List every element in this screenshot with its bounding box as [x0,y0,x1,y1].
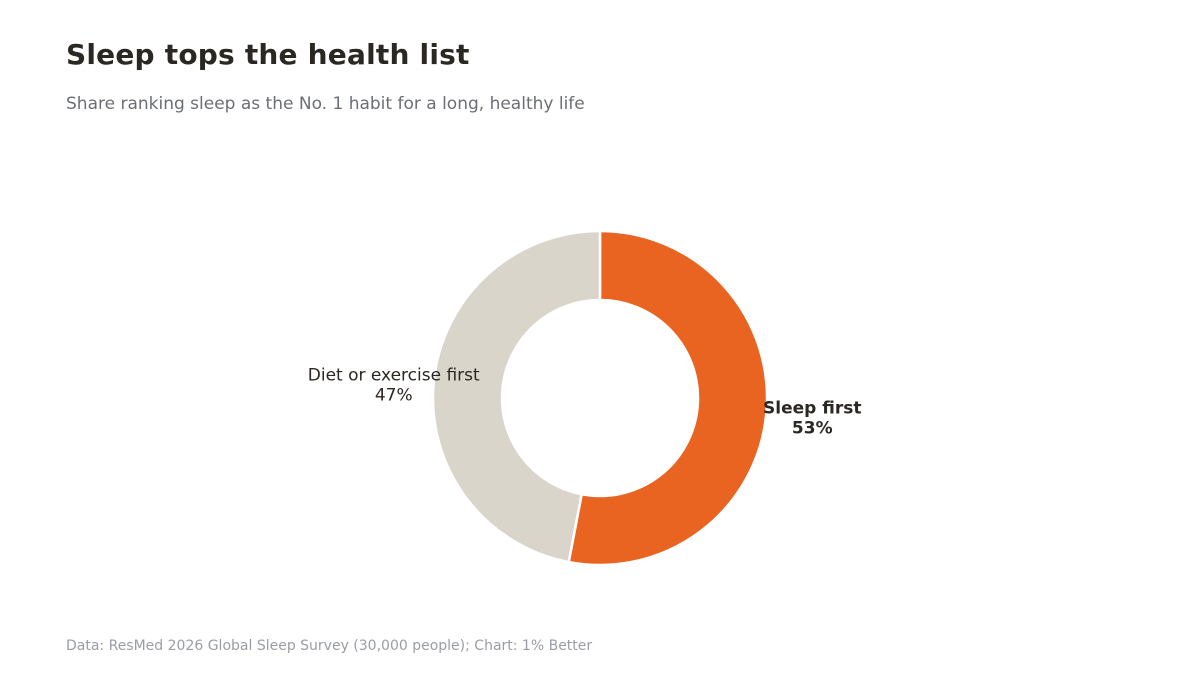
donut-slices [431,229,769,567]
slice-label-value: 47% [375,385,413,405]
donut-slice-sleep-first [567,229,769,567]
chart-title: Sleep tops the health list [66,38,470,71]
chart-subtitle: Share ranking sleep as the No. 1 habit f… [66,94,585,114]
source-note: Data: ResMed 2026 Global Sleep Survey (3… [66,638,593,654]
slice-label-name: Diet or exercise first [308,365,480,385]
donut-slice-diet-or-exercise-first [431,229,602,564]
slice-label-name: Sleep first [763,399,861,419]
slice-label-value: 53% [792,419,833,439]
